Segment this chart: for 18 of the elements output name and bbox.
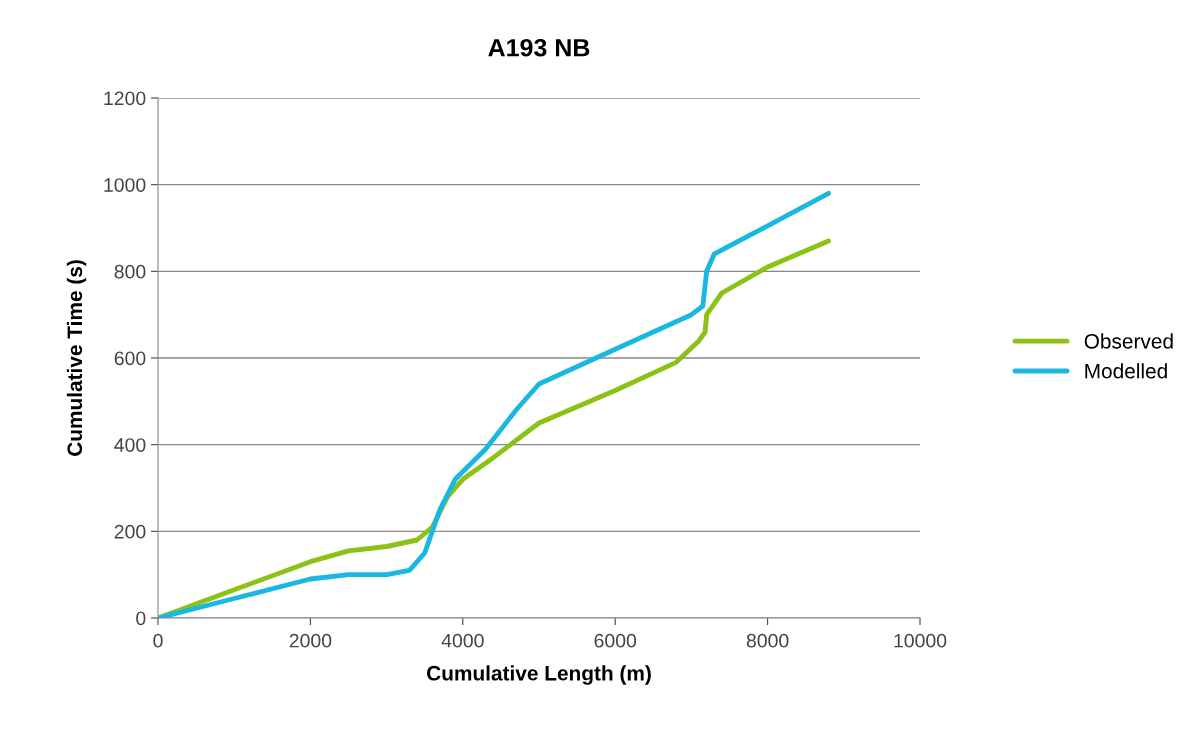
x-tick-label: 8000 <box>746 633 789 648</box>
legend-label: Observed <box>1084 333 1173 349</box>
y-tick-label: 400 <box>114 438 146 452</box>
x-tick-label: 4000 <box>441 633 484 648</box>
y-tick-label: 200 <box>114 524 146 539</box>
y-axis-title: Cumulative Time (s) <box>66 260 87 456</box>
x-tick-label: 6000 <box>594 633 637 648</box>
x-tick-label: 2000 <box>289 633 332 648</box>
x-tick-label: 0 <box>153 633 163 648</box>
x-axis-title: Cumulative Length (m) <box>427 665 651 685</box>
y-tick-label: 600 <box>114 351 146 366</box>
y-tick-label: 800 <box>114 264 146 279</box>
legend-label: Modelled <box>1085 363 1167 379</box>
y-tick-label: 1200 <box>104 91 146 106</box>
chart-title: A193 NB <box>488 38 590 57</box>
y-tick-label: 0 <box>136 611 146 626</box>
x-tick-label: 10000 <box>894 633 947 648</box>
y-tick-label: 1000 <box>104 178 146 192</box>
